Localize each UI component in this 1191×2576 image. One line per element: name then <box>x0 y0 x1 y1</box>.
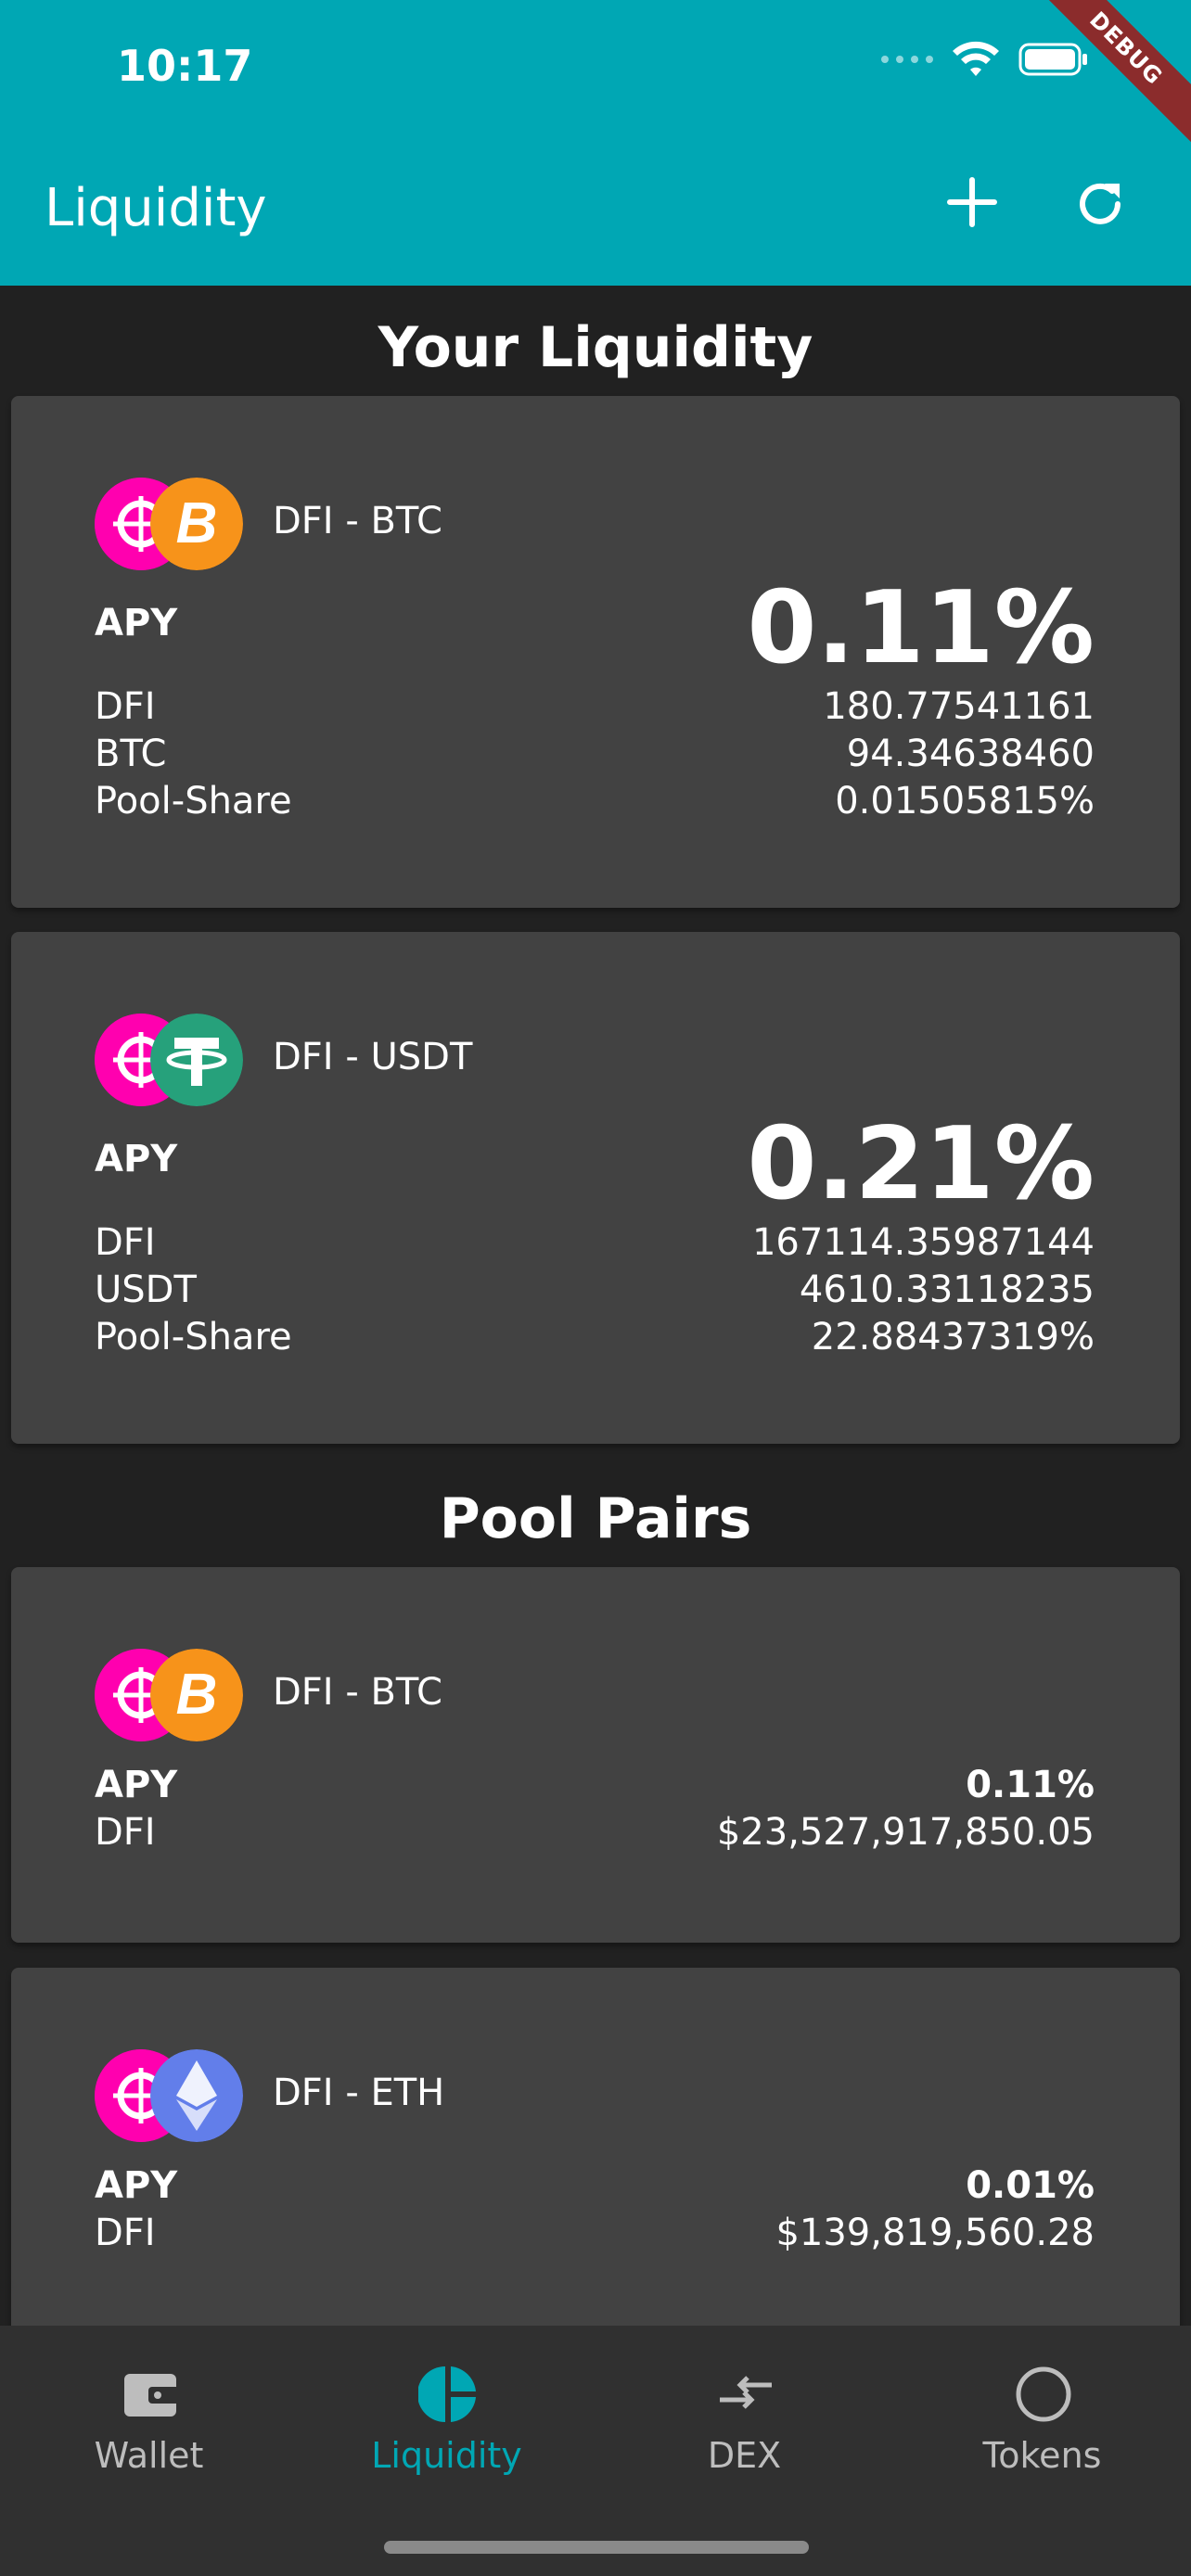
pair-label: DFI - ETH <box>273 2072 445 2114</box>
refresh-icon[interactable] <box>1072 176 1128 232</box>
nav-tokens[interactable]: Tokens <box>893 2326 1191 2511</box>
pool-pair-card-dfi-eth[interactable]: DFI - ETH APY 0.01% DFI $139,819,560.28 <box>11 1968 1180 2357</box>
home-indicator <box>384 2541 809 2554</box>
btc-coin-icon: B <box>150 478 243 570</box>
apy-label: APY <box>95 1764 178 1806</box>
apy-value: 0.11% <box>966 1764 1095 1806</box>
row-label: Pool-Share <box>95 1316 292 1358</box>
apy-value: 0.21% <box>747 1106 1095 1222</box>
liquidity-value: $139,819,560.28 <box>775 2212 1095 2254</box>
coin-pair <box>95 2049 252 2142</box>
liquidity-value: $23,527,917,850.05 <box>716 1811 1095 1854</box>
pool-pairs-title: Pool Pairs <box>439 1486 752 1551</box>
liquidity-label: DFI <box>95 2212 156 2254</box>
status-icons <box>881 41 1089 78</box>
liquidity-label: DFI <box>95 1811 156 1854</box>
pair-label: DFI - USDT <box>273 1036 473 1078</box>
bottom-nav: Wallet Liquidity DEX Tokens <box>0 2326 1191 2576</box>
row-label: DFI <box>95 685 156 728</box>
row-value: 180.77541161 <box>823 685 1095 728</box>
apy-label: APY <box>95 1138 178 1180</box>
pair-label: DFI - BTC <box>273 500 442 542</box>
battery-icon <box>1018 43 1087 76</box>
nav-label: Liquidity <box>371 2435 522 2476</box>
pie-chart-icon <box>418 2366 476 2422</box>
svg-text:B: B <box>176 1663 218 1727</box>
nav-liquidity[interactable]: Liquidity <box>298 2326 596 2511</box>
page-title: Liquidity <box>45 178 267 238</box>
nav-wallet[interactable]: Wallet <box>0 2326 298 2511</box>
svg-text:B: B <box>176 491 218 555</box>
coin-pair: B <box>95 1649 252 1741</box>
row-label: BTC <box>95 733 167 775</box>
row-value: 4610.33118235 <box>799 1269 1095 1311</box>
your-liquidity-title: Your Liquidity <box>378 315 813 380</box>
apy-label: APY <box>95 602 178 644</box>
add-icon[interactable] <box>946 176 998 228</box>
usdt-coin-icon <box>150 1014 243 1106</box>
nav-dex[interactable]: DEX <box>596 2326 893 2511</box>
status-time: 10:17 <box>117 41 253 91</box>
coin-pair <box>95 1014 252 1106</box>
row-value: 0.01505815% <box>835 780 1095 823</box>
signal-dots-icon <box>881 56 933 63</box>
eth-coin-icon <box>150 2049 243 2142</box>
wifi-icon <box>953 41 999 76</box>
liquidity-card-dfi-usdt[interactable]: DFI - USDT APY 0.21% DFI 167114.35987144… <box>11 932 1180 1444</box>
btc-coin-icon: B <box>150 1649 243 1741</box>
pair-label: DFI - BTC <box>273 1671 442 1714</box>
circle-icon <box>1016 2366 1071 2422</box>
nav-label: Wallet <box>94 2435 204 2476</box>
row-label: USDT <box>95 1269 197 1311</box>
nav-label: DEX <box>707 2435 782 2476</box>
apy-value: 0.11% <box>747 570 1095 686</box>
apy-value: 0.01% <box>966 2164 1095 2207</box>
row-value: 167114.35987144 <box>751 1221 1095 1264</box>
apy-label: APY <box>95 2164 178 2207</box>
app-bar: 10:17 DEBUG Liquidity <box>0 0 1191 286</box>
swap-arrows-icon <box>720 2376 772 2409</box>
nav-label: Tokens <box>982 2435 1102 2476</box>
row-value: 94.34638460 <box>846 733 1095 775</box>
wallet-icon <box>124 2374 180 2417</box>
pool-pair-card-dfi-btc[interactable]: B DFI - BTC APY 0.11% DFI $23,527,917,85… <box>11 1567 1180 1943</box>
row-label: DFI <box>95 1221 156 1264</box>
coin-pair: B <box>95 478 252 570</box>
liquidity-card-dfi-btc[interactable]: B DFI - BTC APY 0.11% DFI 180.77541161 B… <box>11 396 1180 908</box>
row-value: 22.88437319% <box>811 1316 1095 1358</box>
row-label: Pool-Share <box>95 780 292 823</box>
